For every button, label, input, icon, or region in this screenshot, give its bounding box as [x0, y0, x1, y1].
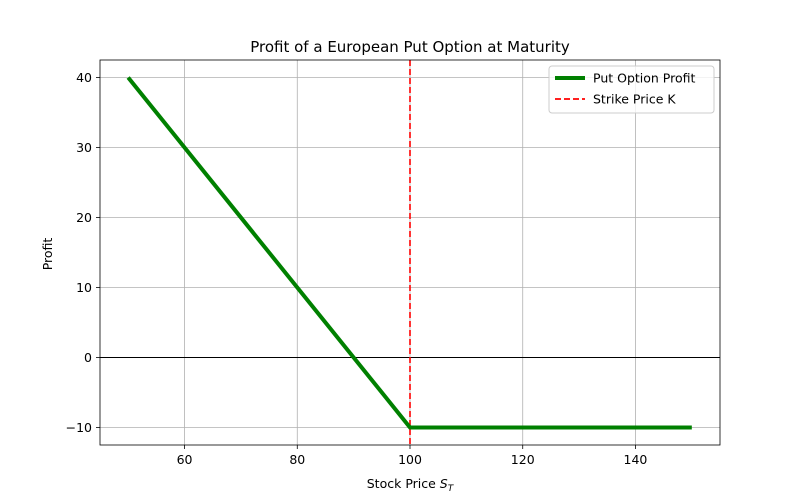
y-tick-label: 0 [84, 350, 92, 365]
y-tick-label: −10 [66, 420, 92, 435]
chart-title: Profit of a European Put Option at Matur… [250, 38, 570, 56]
x-tick-label: 80 [289, 452, 305, 467]
y-tick-label: 40 [76, 70, 92, 85]
x-axis-label: Stock Price ST [367, 476, 455, 494]
y-tick-label: 20 [76, 210, 92, 225]
data-series [126, 60, 692, 445]
x-axis-label-symbol: S [440, 476, 448, 491]
x-tick-label: 140 [624, 452, 648, 467]
y-axis-label: Profit [40, 238, 55, 271]
legend: Put Option Profit Strike Price K [548, 65, 715, 114]
x-tick-label: 120 [511, 452, 535, 467]
y-tick-label: 10 [76, 280, 92, 295]
x-axis-ticks: 60 80 100 120 140 [177, 445, 648, 467]
y-tick-label: 30 [76, 140, 92, 155]
put-option-profit-line [126, 76, 692, 430]
legend-label-strike-price: Strike Price K [593, 92, 676, 107]
x-axis-label-text: Stock Price [367, 476, 440, 491]
x-tick-label: 100 [398, 452, 422, 467]
legend-label-put-option-profit: Put Option Profit [593, 71, 696, 86]
x-tick-label: 60 [177, 452, 193, 467]
x-axis-label-subscript: T [448, 484, 455, 494]
y-axis-ticks: −10 0 10 20 30 40 [66, 70, 100, 435]
legend-box [548, 65, 715, 114]
